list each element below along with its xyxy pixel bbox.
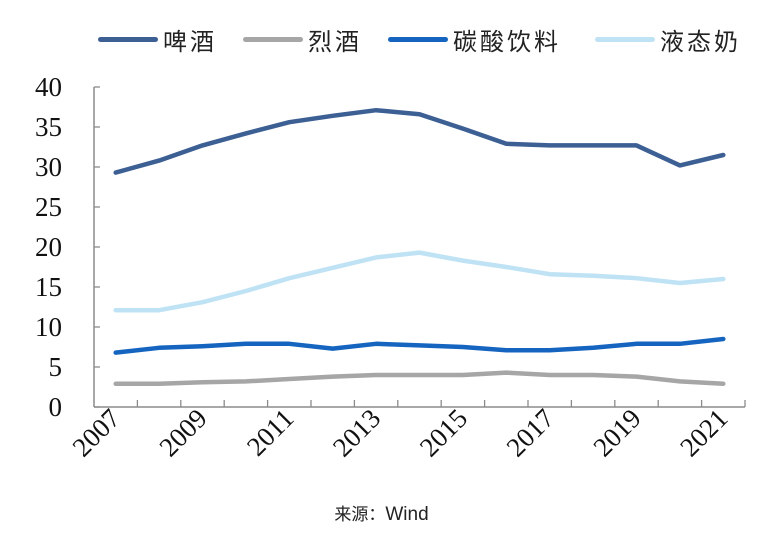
legend-label-spirits: 烈酒 [308,28,362,56]
series-line-spirits [113,370,726,387]
legend-swatch-soda [388,37,448,42]
source-note: 来源：Wind [0,500,763,526]
y-tick-label: 0 [49,392,63,422]
x-tick-label: 2019 [587,403,646,462]
legend-item-spirits: 烈酒 [243,22,362,57]
x-tick-label: 2021 [674,403,733,462]
legend-swatch-spirits [243,37,303,42]
y-tick-label: 30 [35,152,62,182]
legend-label-beer: 啤酒 [163,28,217,56]
y-tick-label: 35 [35,112,62,142]
y-tick-label: 40 [35,72,62,102]
x-tick-label: 2013 [327,403,386,462]
x-axis-labels: 2007 2009 2011 2013 2015 2017 2019 2021 [67,403,734,462]
series-lines [113,107,726,387]
x-tick-label: 2011 [241,403,300,462]
legend-swatch-milk [595,37,655,42]
legend-label-milk: 液态奶 [660,28,741,56]
legend-item-soda: 碳酸饮料 [388,22,561,57]
x-tick-label: 2007 [67,403,126,462]
y-tick-label: 10 [35,312,62,342]
y-axis-labels: 0 5 10 15 20 25 30 35 40 [35,72,62,422]
y-tick-label: 25 [35,192,62,222]
series-line-beer [113,107,726,175]
x-tick-label: 2009 [153,403,212,462]
series-line-milk [113,250,726,313]
source-label: 来源： [334,505,386,525]
legend-item-milk: 液态奶 [595,22,741,57]
chart-axes [93,86,746,408]
y-tick-label: 15 [35,272,62,302]
chart-legend: 啤酒 烈酒 碳酸饮料 液态奶 [0,22,763,57]
legend-swatch-beer [98,37,158,42]
x-tick-label: 2015 [414,403,473,462]
legend-label-soda: 碳酸饮料 [453,28,561,56]
y-tick-label: 20 [35,232,62,262]
legend-item-beer: 啤酒 [98,22,217,57]
series-line-soda [113,336,726,355]
source-value: Wind [385,504,429,525]
y-tick-label: 5 [49,352,63,382]
x-tick-label: 2017 [501,403,560,462]
